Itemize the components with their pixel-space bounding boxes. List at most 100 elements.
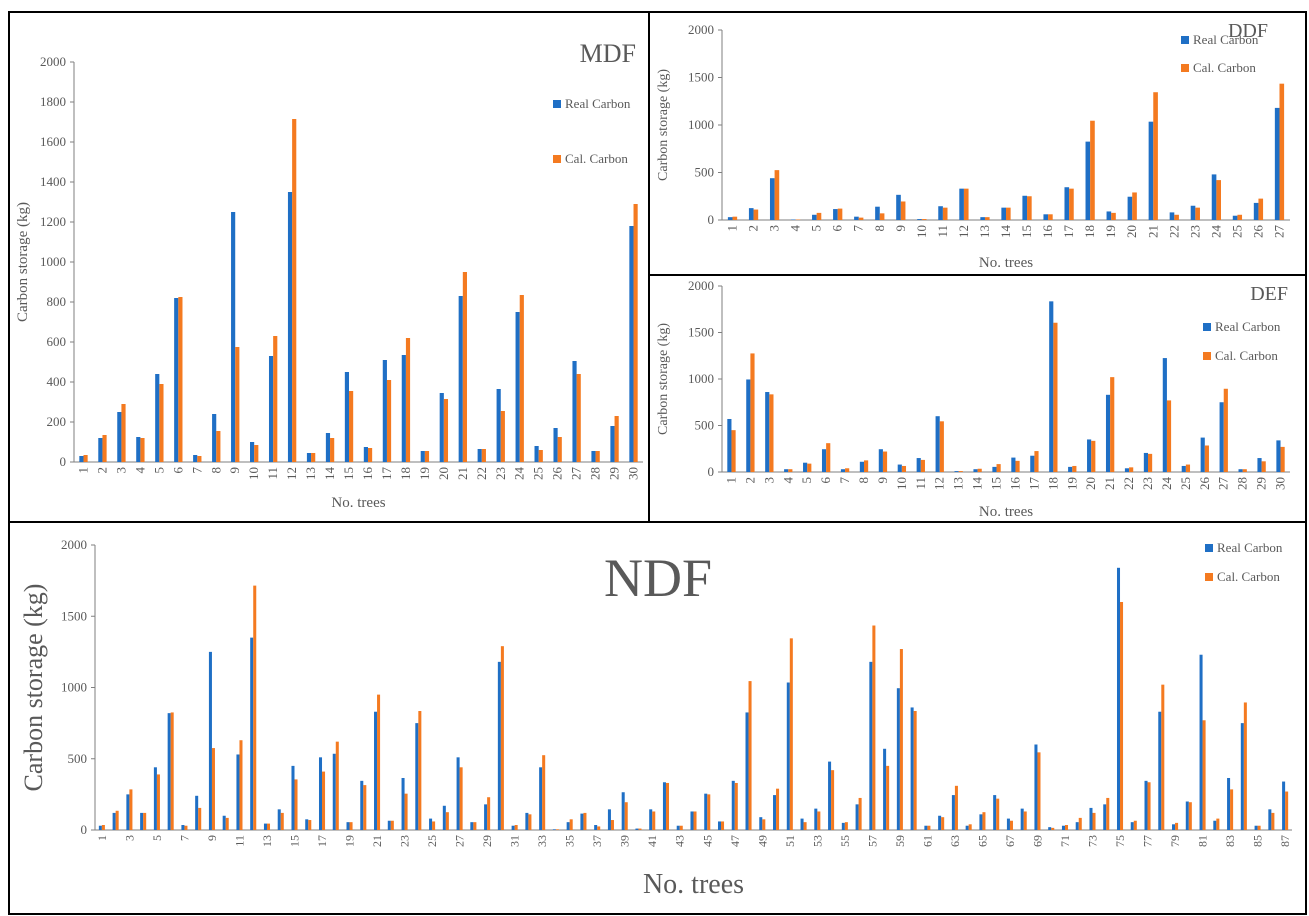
bar-real-64 (965, 825, 969, 830)
bar-cal-32 (528, 814, 532, 830)
bar-real-35 (566, 822, 570, 830)
bar-real-33 (539, 767, 543, 830)
x-tick-label: 4 (788, 225, 803, 232)
bar-cal-6 (826, 443, 831, 472)
x-tick-label: 1 (75, 467, 90, 474)
x-tick-label: 23 (398, 835, 412, 847)
bar-real-5 (153, 767, 157, 830)
bar-cal-19 (1072, 465, 1077, 472)
x-tick-label: 20 (1083, 477, 1098, 490)
y-tick-label: 500 (68, 751, 88, 766)
x-tick-label: 67 (1003, 835, 1017, 847)
bar-real-61 (924, 825, 928, 830)
bar-cal-23 (1148, 453, 1153, 472)
bar-cal-9 (882, 451, 888, 472)
bar-cal-10 (901, 465, 907, 472)
bar-real-21 (1148, 121, 1154, 220)
x-tick-label: 33 (535, 835, 549, 847)
bar-cal-4 (143, 812, 147, 830)
x-tick-label: 17 (1061, 225, 1076, 239)
bar-cal-38 (610, 820, 614, 830)
bar-real-1 (98, 825, 102, 830)
x-tick-label: 43 (673, 835, 687, 847)
y-tick-label: 800 (47, 294, 67, 309)
panel-borders (8, 11, 1307, 915)
x-tick-label: 85 (1251, 835, 1265, 847)
x-tick-label: 24 (1159, 477, 1174, 491)
legend-swatch-cal (553, 155, 561, 163)
x-tick-label: 39 (618, 835, 632, 847)
x-tick-label: 23 (493, 467, 508, 480)
bar-real-85 (1254, 825, 1258, 830)
y-tick-label: 0 (708, 464, 715, 479)
bar-real-8 (875, 206, 880, 220)
bar-cal-39 (624, 802, 628, 830)
x-tick-label: 79 (1168, 835, 1182, 847)
x-tick-label: 4 (132, 467, 147, 474)
x-tick-label: 10 (894, 477, 909, 490)
x-tick-label: 29 (607, 467, 622, 480)
bar-real-60 (910, 707, 914, 830)
bar-real-23 (1143, 452, 1148, 472)
x-tick-label: 31 (508, 835, 522, 847)
bar-cal-3 (774, 170, 780, 220)
bar-cal-17 (386, 380, 392, 462)
bar-cal-8 (198, 807, 202, 830)
bar-cal-68 (1023, 811, 1027, 830)
y-tick-label: 400 (47, 374, 67, 389)
bar-cal-65 (982, 812, 986, 830)
bar-cal-53 (817, 811, 821, 830)
bar-cal-14 (977, 468, 982, 472)
bar-real-22 (1169, 212, 1175, 220)
bar-cal-13 (958, 471, 963, 472)
bar-cal-27 (459, 767, 463, 830)
bar-cal-14 (330, 438, 335, 462)
bar-real-76 (1130, 822, 1134, 830)
bar-cal-31 (514, 825, 518, 830)
x-tick-label: 22 (474, 467, 489, 480)
x-tick-label: 75 (1113, 835, 1127, 847)
bar-cal-16 (1015, 460, 1020, 472)
bar-real-18 (1085, 141, 1091, 220)
y-tick-label: 1800 (40, 94, 66, 109)
bar-cal-7 (197, 456, 202, 462)
bar-real-15 (992, 466, 997, 472)
bar-cal-7 (845, 468, 850, 472)
bar-cal-67 (1009, 820, 1013, 830)
legend-swatch-real (1181, 36, 1189, 44)
bar-real-1 (727, 217, 733, 220)
x-tick-label: 23 (1140, 477, 1155, 490)
bar-cal-69 (1037, 752, 1041, 830)
bar-real-45 (704, 793, 708, 830)
x-tick-label: 28 (588, 467, 603, 480)
bar-real-28 (1238, 469, 1243, 472)
bar-cal-72 (1078, 817, 1082, 830)
bar-cal-26 (1258, 198, 1264, 220)
bar-cal-17 (1069, 188, 1074, 220)
bar-real-18 (401, 355, 406, 462)
chart-title: DEF (1250, 283, 1288, 305)
bar-cal-63 (954, 785, 958, 830)
bar-real-75 (1116, 567, 1121, 830)
bar-real-84 (1240, 723, 1244, 830)
y-axis-title: Carbon storage (kg) (15, 202, 31, 322)
bar-real-86 (1268, 809, 1272, 830)
bar-real-10 (917, 219, 922, 220)
bar-real-17 (318, 757, 323, 830)
bar-real-12 (250, 637, 254, 830)
bar-cal-47 (734, 782, 738, 830)
x-tick-label: 19 (417, 467, 432, 480)
bar-cal-7 (858, 217, 864, 220)
bar-real-24 (515, 312, 520, 462)
bar-cal-64 (968, 824, 972, 830)
bar-cal-37 (597, 826, 601, 830)
bar-real-22 (477, 449, 482, 462)
bar-cal-25 (1237, 214, 1243, 220)
bar-real-10 (897, 464, 902, 472)
bar-cal-9 (211, 748, 215, 830)
x-tick-label: 7 (177, 835, 191, 841)
bar-real-3 (769, 178, 775, 220)
x-tick-label: 16 (1007, 477, 1022, 491)
